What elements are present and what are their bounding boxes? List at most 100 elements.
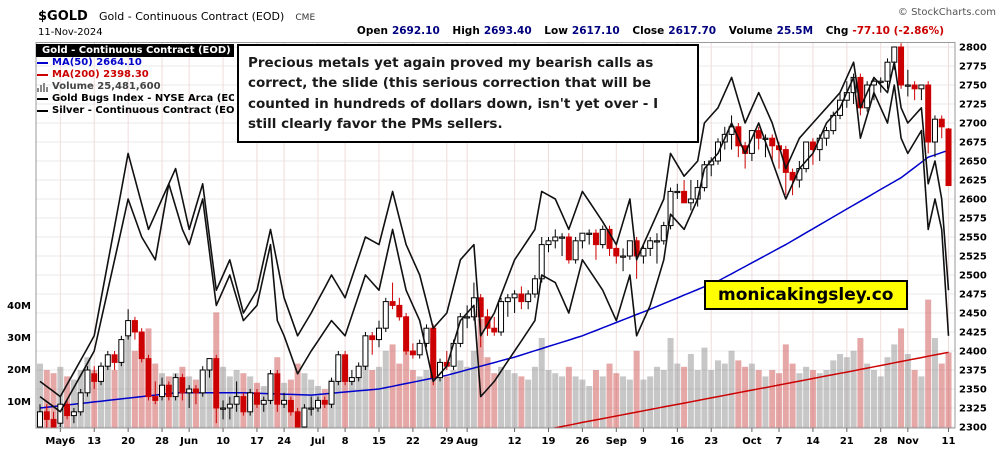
chart-date: 11-Nov-2024 (38, 27, 103, 38)
volume-axis-labels: 10M 20M 30M 40M (7, 301, 31, 408)
instrument-name: Gold - Continuous Contract (EOD) (98, 10, 285, 23)
high-value: 2693.40 (483, 25, 532, 37)
chart-legend: Gold - Continuous Contract (EOD) CME MA(… (36, 44, 234, 117)
svg-text:21: 21 (840, 436, 854, 447)
price-axis-labels: 2300 2325 2350 2375 2400 2425 2450 2475 2500 2525… (959, 43, 987, 434)
overlay-line-silver (39, 76, 950, 413)
legend-volume-label: Volume 25,481,600 (52, 81, 161, 92)
high-label: High (452, 25, 480, 37)
legend-gold-bugs[interactable]: Gold Bugs Index - NYSE Arca (EOD) (36, 93, 234, 105)
svg-text:Jul: Jul (310, 436, 325, 447)
legend-silver[interactable]: Silver - Continuous Contract (EOD) (36, 105, 234, 117)
silver-line-swatch-icon (37, 110, 48, 112)
open-label: Open (356, 25, 388, 37)
gold-bugs-line-swatch-icon (37, 98, 48, 100)
svg-text:16: 16 (670, 436, 684, 447)
svg-text:28: 28 (874, 436, 888, 447)
svg-text:2400: 2400 (959, 347, 987, 358)
svg-text:17: 17 (250, 436, 264, 447)
open-value: 2692.10 (391, 25, 440, 37)
svg-text:2650: 2650 (959, 157, 987, 168)
svg-text:23: 23 (704, 436, 718, 447)
low-label: Low (544, 25, 568, 37)
svg-text:2775: 2775 (959, 62, 987, 73)
chart-header: $GOLD Gold - Continuous Contract (EOD) C… (38, 5, 315, 24)
chg-value: -77.10 (-2.86%) (852, 25, 944, 37)
svg-text:2800: 2800 (959, 43, 987, 54)
svg-text:30M: 30M (7, 333, 31, 344)
svg-text:2425: 2425 (959, 328, 987, 339)
svg-text:Sep: Sep (606, 436, 627, 447)
svg-text:2300: 2300 (959, 423, 987, 434)
svg-text:2625: 2625 (959, 176, 987, 187)
svg-text:19: 19 (542, 436, 556, 447)
svg-text:2550: 2550 (959, 233, 987, 244)
svg-text:2450: 2450 (959, 309, 987, 320)
legend-ma200-label: MA(200) 2398.30 (52, 69, 149, 80)
vertical-gridlines (59, 42, 950, 428)
svg-text:2475: 2475 (959, 290, 987, 301)
ma50-line-swatch-icon (37, 62, 48, 64)
svg-text:10: 10 (216, 436, 230, 447)
svg-text:2750: 2750 (959, 81, 987, 92)
overlay-line-gold-bugs (39, 61, 950, 398)
svg-text:2700: 2700 (959, 119, 987, 130)
date-axis: May6 13 20 28 Jun 10 17 24 Jul 8 15 22 29 Aug 12 19 26 Se… (45, 428, 956, 447)
legend-main-series[interactable]: Gold - Continuous Contract (EOD) CME (36, 44, 234, 57)
ohlc-quote-row: Open 2692.10 High 2693.40 Low 2617.10 Close… (348, 25, 944, 37)
ma200-line (551, 351, 949, 428)
volume-value: 25.5M (776, 25, 814, 37)
legend-ma50-label: MA(50) 2664.10 (52, 57, 142, 68)
close-label: Close (632, 25, 665, 37)
legend-volume[interactable]: Volume 25,481,600 (36, 81, 234, 93)
svg-text:15: 15 (372, 436, 386, 447)
svg-text:12: 12 (508, 436, 522, 447)
chg-label: Chg (825, 25, 849, 37)
svg-text:28: 28 (155, 436, 169, 447)
svg-text:14: 14 (806, 436, 820, 447)
volume-bars-icon (37, 82, 48, 92)
svg-text:24: 24 (277, 436, 291, 447)
svg-text:20: 20 (121, 436, 135, 447)
plot-frame (35, 42, 956, 429)
low-value: 2617.10 (571, 25, 620, 37)
svg-text:7: 7 (776, 436, 783, 447)
svg-text:8: 8 (342, 436, 349, 447)
svg-text:2325: 2325 (959, 404, 987, 415)
svg-text:2675: 2675 (959, 138, 987, 149)
svg-text:Jun: Jun (179, 436, 198, 447)
svg-text:2725: 2725 (959, 100, 987, 111)
legend-ma200[interactable]: MA(200) 2398.30 (36, 69, 234, 81)
svg-text:May6: May6 (45, 436, 75, 447)
svg-text:22: 22 (406, 436, 420, 447)
ma200-line-swatch-icon (37, 74, 48, 76)
legend-gold-bugs-label: Gold Bugs Index - NYSE Arca (EOD) (52, 93, 234, 104)
analyst-annotation-box: Precious metals yet again proved my bear… (237, 44, 699, 143)
volume-bars-layer (37, 299, 952, 428)
close-value: 2617.70 (668, 25, 717, 37)
legend-ma50[interactable]: MA(50) 2664.10 (36, 57, 234, 69)
stockcharts-credit-link[interactable]: © StockCharts.com (897, 7, 996, 18)
legend-silver-label: Silver - Continuous Contract (EOD) (52, 105, 234, 116)
svg-text:10M: 10M (7, 397, 31, 408)
legend-main-series-label: Gold - Continuous Contract (EOD) CME (42, 45, 234, 56)
svg-text:11: 11 (942, 436, 956, 447)
svg-text:40M: 40M (7, 301, 31, 312)
ticker-symbol: $GOLD (38, 9, 88, 24)
svg-text:2575: 2575 (959, 214, 987, 225)
exchange-label: CME (295, 13, 316, 23)
svg-text:2375: 2375 (959, 366, 987, 377)
svg-text:2525: 2525 (959, 252, 987, 263)
site-watermark: monicakingsley.co (704, 280, 908, 310)
svg-text:13: 13 (87, 436, 101, 447)
svg-text:2600: 2600 (959, 195, 987, 206)
svg-text:Oct: Oct (742, 436, 761, 447)
svg-text:Aug: Aug (456, 436, 478, 447)
svg-text:2500: 2500 (959, 271, 987, 282)
volume-label: Volume (728, 25, 773, 37)
svg-text:Nov: Nov (897, 436, 919, 447)
svg-text:29: 29 (440, 436, 454, 447)
svg-text:2350: 2350 (959, 385, 987, 396)
svg-text:9: 9 (640, 436, 647, 447)
